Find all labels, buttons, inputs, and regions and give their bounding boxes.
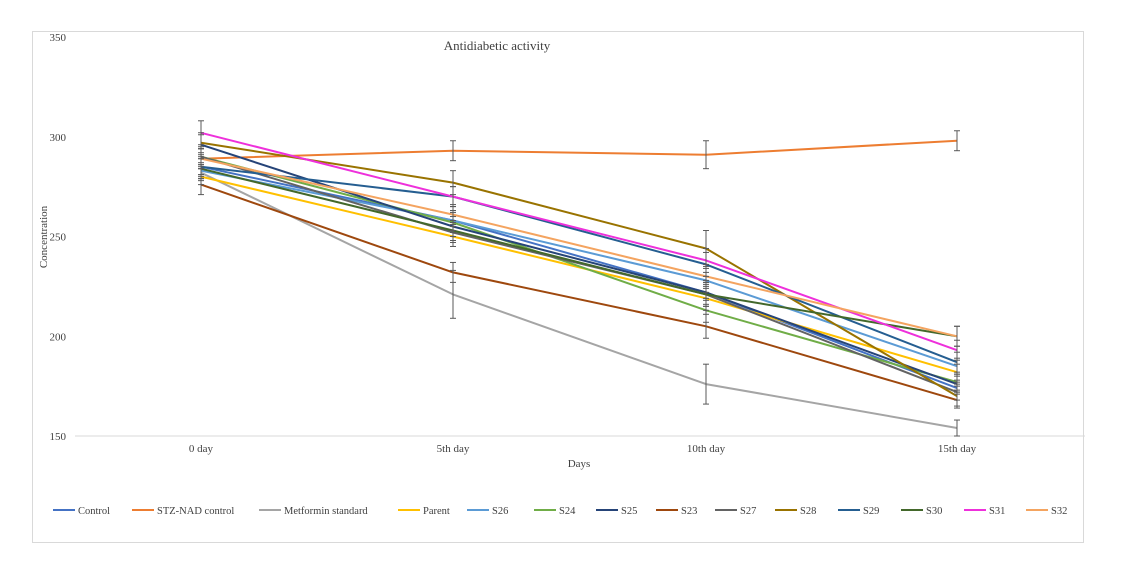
series-line (200, 167, 958, 338)
y-tick-label: 300 (50, 132, 67, 144)
chart-title: Antidiabetic activity (444, 38, 551, 53)
series-line (200, 157, 958, 338)
y-tick-label: 350 (50, 32, 67, 44)
y-tick-label: 200 (50, 331, 67, 343)
series-line (200, 155, 958, 384)
legend-label: S28 (800, 506, 816, 517)
series-line (200, 165, 958, 390)
series-line (200, 141, 958, 397)
series-layer (200, 131, 958, 429)
legend-label: Metformin standard (284, 506, 368, 517)
series-line (200, 131, 958, 352)
y-axis-label: Concentration (38, 205, 50, 268)
series-line (200, 171, 958, 429)
x-tick-label: 5th day (437, 443, 470, 455)
series-line (200, 139, 958, 160)
series-line (200, 183, 958, 402)
legend-label: S23 (681, 506, 697, 517)
legend-label: S26 (492, 506, 508, 517)
legend-label: S30 (926, 506, 942, 517)
legend-label: S31 (989, 506, 1005, 517)
series-line (200, 169, 958, 368)
legend-label: S24 (559, 506, 576, 517)
legend: Control STZ-NAD control Metformin standard… (53, 506, 1067, 517)
x-tick-label: 10th day (687, 443, 726, 455)
series-line (200, 143, 958, 386)
legend-label: S27 (740, 506, 756, 517)
y-tick-label: 150 (50, 431, 67, 443)
error-bars (198, 120, 960, 437)
legend-label: S29 (863, 506, 879, 517)
x-tick-label: 15th day (938, 443, 977, 455)
legend-label: STZ-NAD control (157, 506, 234, 517)
legend-label: S25 (621, 506, 637, 517)
chart-area (32, 31, 1084, 543)
y-tick-label: 250 (50, 232, 67, 244)
legend-label: Parent (423, 506, 450, 517)
legend-label: Control (78, 506, 110, 517)
x-axis: 0 day 5th day 10th day 15th day (189, 443, 977, 455)
y-axis: 150 200 250 300 350 (50, 32, 67, 443)
x-tick-label: 0 day (189, 443, 214, 455)
series-line (200, 165, 958, 364)
series-line (200, 155, 958, 394)
legend-label: S32 (1051, 506, 1067, 517)
x-axis-label: Days (568, 458, 591, 470)
